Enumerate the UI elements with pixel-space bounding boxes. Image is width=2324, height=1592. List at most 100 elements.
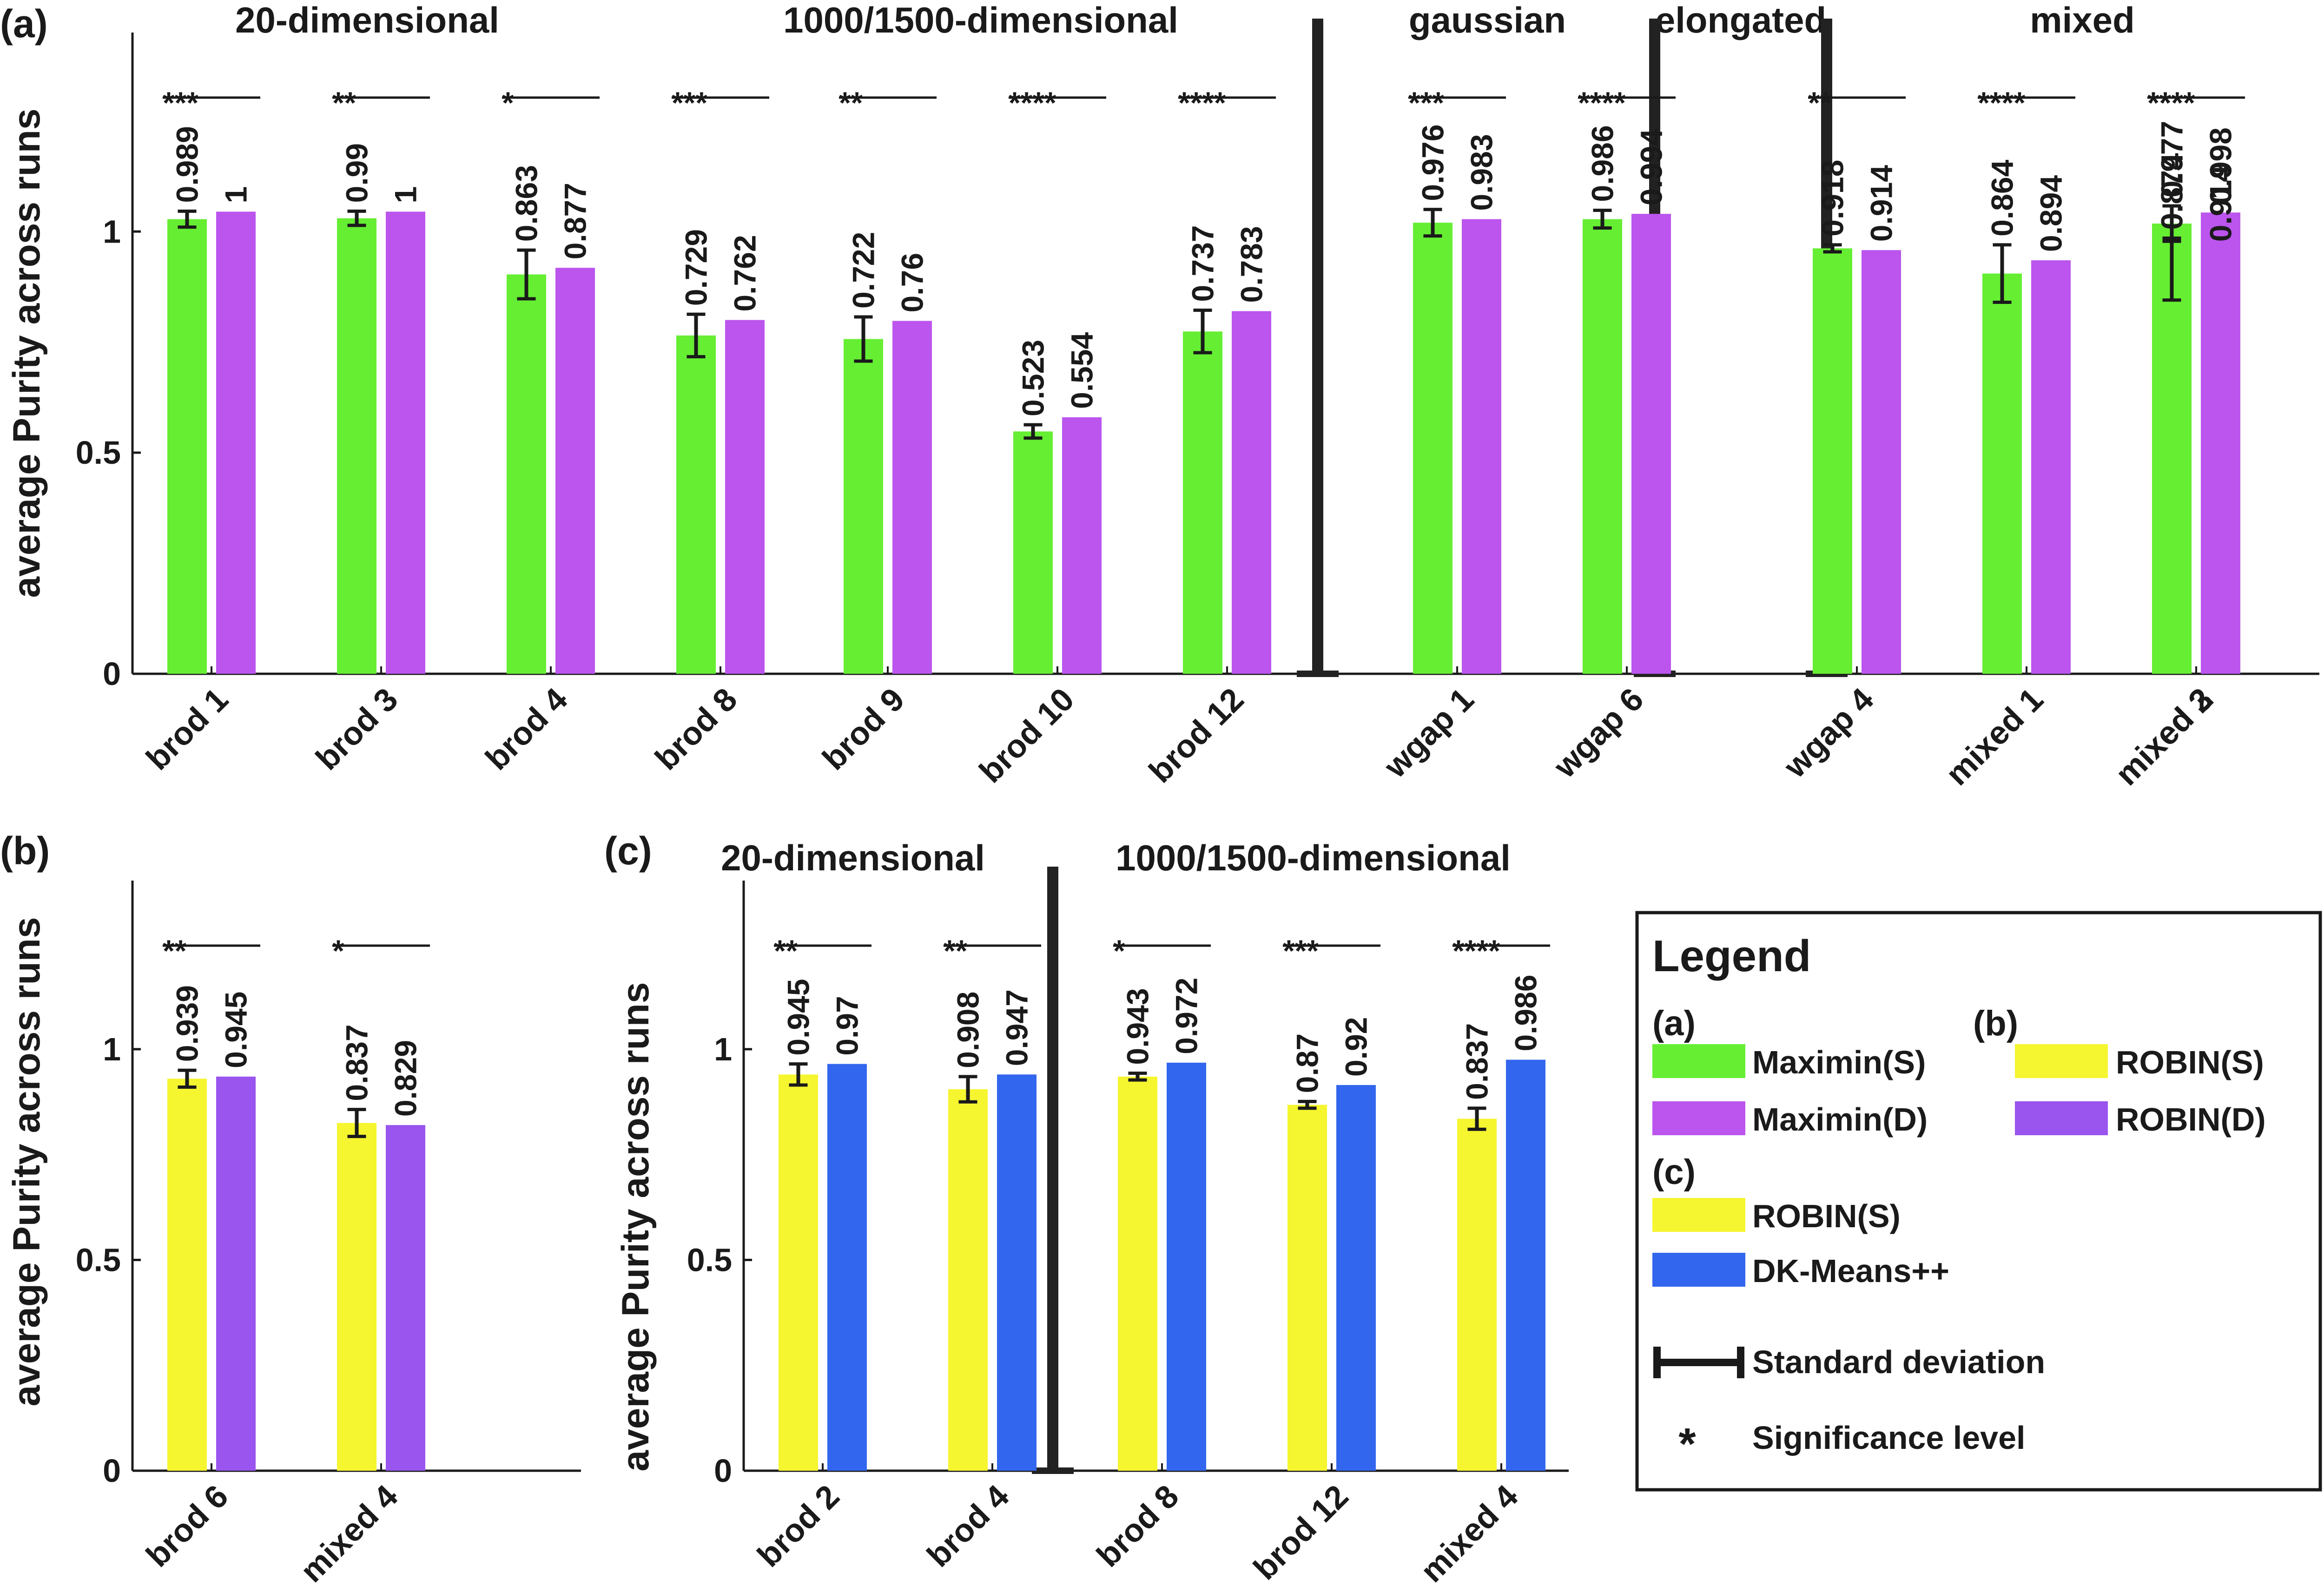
value-label: 0.783: [1235, 226, 1269, 303]
legend-section-b-label: (b): [1973, 1004, 2018, 1043]
panel-a: (a) average Purity across runs 20-dimens…: [0, 0, 2319, 792]
bar-robin-s-: [1118, 1076, 1157, 1471]
bar-maximin-d-: [725, 320, 765, 674]
legend-swatch-maximin-s: [1652, 1044, 1745, 1078]
value-label: 0.989: [170, 126, 205, 203]
bar-maximin-d-: [892, 321, 932, 674]
bar-robin-s-: [779, 1074, 818, 1471]
value-label: 0.972: [1169, 978, 1204, 1054]
bar-maximin-s-: [1183, 331, 1222, 674]
value-label: 0.977: [2155, 121, 2189, 197]
legend-item-dk-means: DK-Means++: [1752, 1253, 1949, 1289]
significance-stars: **: [944, 934, 968, 968]
x-tick-label: brod 8: [648, 681, 744, 776]
panel-b-ylabel: average Purity across runs: [6, 917, 48, 1407]
x-tick-label: brod 1: [139, 681, 235, 776]
value-label: 0.877: [558, 183, 593, 259]
legend-box: [1635, 911, 2322, 1492]
value-label: 0.92: [1339, 1017, 1373, 1076]
value-label: 0.947: [1000, 989, 1034, 1066]
value-label: 0.863: [509, 165, 544, 242]
bar-maximin-s-: [1813, 248, 1852, 674]
significance-stars: ****: [1178, 86, 1226, 120]
bar-maximin-d-: [1062, 417, 1102, 674]
y-tick-label: 0: [714, 1453, 732, 1489]
legend-swatch-maximin-d: [1652, 1101, 1745, 1135]
value-label: 0.99: [340, 143, 374, 203]
bar-maximin-s-: [507, 274, 546, 674]
value-label: 0.914: [1864, 165, 1899, 242]
x-tick-label: wgap 1: [1377, 681, 1481, 785]
bar-robin-d-: [386, 1125, 425, 1471]
x-tick-label: brod 3: [309, 681, 404, 776]
significance-stars: ***: [1283, 934, 1319, 968]
panel-a-group-title-5: mixed: [2030, 0, 2134, 40]
bar-robin-s-: [1457, 1118, 1497, 1471]
bar-maximin-s-: [2152, 269, 2192, 674]
significance-stars: *: [332, 934, 344, 968]
bar-maximin-d-: [386, 211, 425, 674]
value-label: 0.97: [830, 996, 865, 1055]
bar-maximin-s-: [676, 335, 716, 674]
value-label: 0.986: [1509, 974, 1543, 1051]
value-label: 1: [389, 186, 423, 204]
value-label: 0.976: [1416, 125, 1450, 201]
bar-maximin-s-: [1013, 431, 1053, 674]
value-label: 0.874: [2155, 153, 2189, 230]
legend-std-icon: [1653, 1347, 1744, 1378]
legend-item-robin-d: ROBIN(D): [2116, 1101, 2266, 1138]
bar-robin-s-: [1287, 1105, 1327, 1471]
panel-c-group-title-1: 20-dimensional: [721, 837, 985, 878]
panel-a-ylabel: average Purity across runs: [6, 109, 48, 598]
panel-b-plot: 0 0.5 1 0.939 0.945 ** brod 6 0.837 0.829 * mixed …: [76, 881, 581, 1589]
legend-section-a-label: (a): [1652, 1004, 1696, 1043]
x-tick-label: wgap 4: [1776, 681, 1881, 785]
legend-swatch-dk-means: [1652, 1253, 1745, 1287]
panel-a-group-title-3: gaussian: [1409, 0, 1566, 40]
x-tick-label: brod 4: [920, 1478, 1016, 1573]
legend-swatch-robin-d: [2015, 1101, 2108, 1135]
bar-dk-means-: [997, 1074, 1037, 1471]
significance-stars: ****: [1978, 86, 2026, 120]
x-tick-label: mixed 1: [1939, 681, 2050, 792]
panel-c-ylabel: average Purity across runs: [614, 982, 657, 1472]
y-tick-label: 0.5: [76, 434, 121, 471]
bar-robin-d-: [216, 1076, 256, 1471]
x-tick-label: brod 2: [750, 1478, 846, 1573]
y-tick-label: 0: [103, 1453, 121, 1489]
significance-stars: ***: [163, 86, 198, 120]
significance-stars: **: [1808, 86, 1832, 120]
significance-stars: ****: [1009, 86, 1056, 120]
value-label: 0.837: [1460, 1023, 1494, 1100]
value-label: 0.908: [951, 992, 985, 1068]
bar-dk-means-: [827, 1064, 867, 1471]
bar-maximin-d-: [216, 211, 256, 674]
x-tick-label: mixed 3: [2108, 681, 2219, 792]
significance-stars: ****: [1452, 934, 1500, 968]
value-label: 0.722: [846, 232, 881, 309]
x-tick-label: brod 10: [972, 681, 1081, 789]
x-tick-label: mixed 4: [293, 1478, 405, 1589]
x-tick-label: wgap 6: [1546, 681, 1651, 785]
bar-dk-means-: [1167, 1062, 1206, 1471]
legend-item-robin-s-c: ROBIN(S): [1752, 1198, 1901, 1234]
panel-c-label: (c): [604, 829, 652, 873]
x-tick-label: brod 12: [1142, 681, 1251, 789]
value-label: 0.945: [219, 992, 253, 1068]
bar-maximin-s-: [1413, 223, 1452, 674]
bar-robin-s-: [167, 1079, 207, 1471]
bar-maximin-s-: [1583, 219, 1622, 674]
bar-maximin-s-: [167, 219, 207, 674]
y-tick-label: 0.5: [76, 1242, 121, 1278]
value-label: 0.894: [2034, 175, 2068, 252]
value-label: 0.523: [1016, 340, 1050, 416]
significance-stars: **: [774, 934, 798, 968]
x-tick-label: brod 6: [139, 1478, 235, 1573]
value-label: 0.998: [2204, 127, 2238, 204]
legend-sig-label: Significance level: [1752, 1420, 2025, 1456]
value-label: 0.762: [728, 235, 762, 311]
panel-a-group-title-4: elongated: [1655, 0, 1826, 40]
bar-dk-means-: [1506, 1059, 1545, 1471]
bar-maximin-s-: [337, 218, 376, 674]
